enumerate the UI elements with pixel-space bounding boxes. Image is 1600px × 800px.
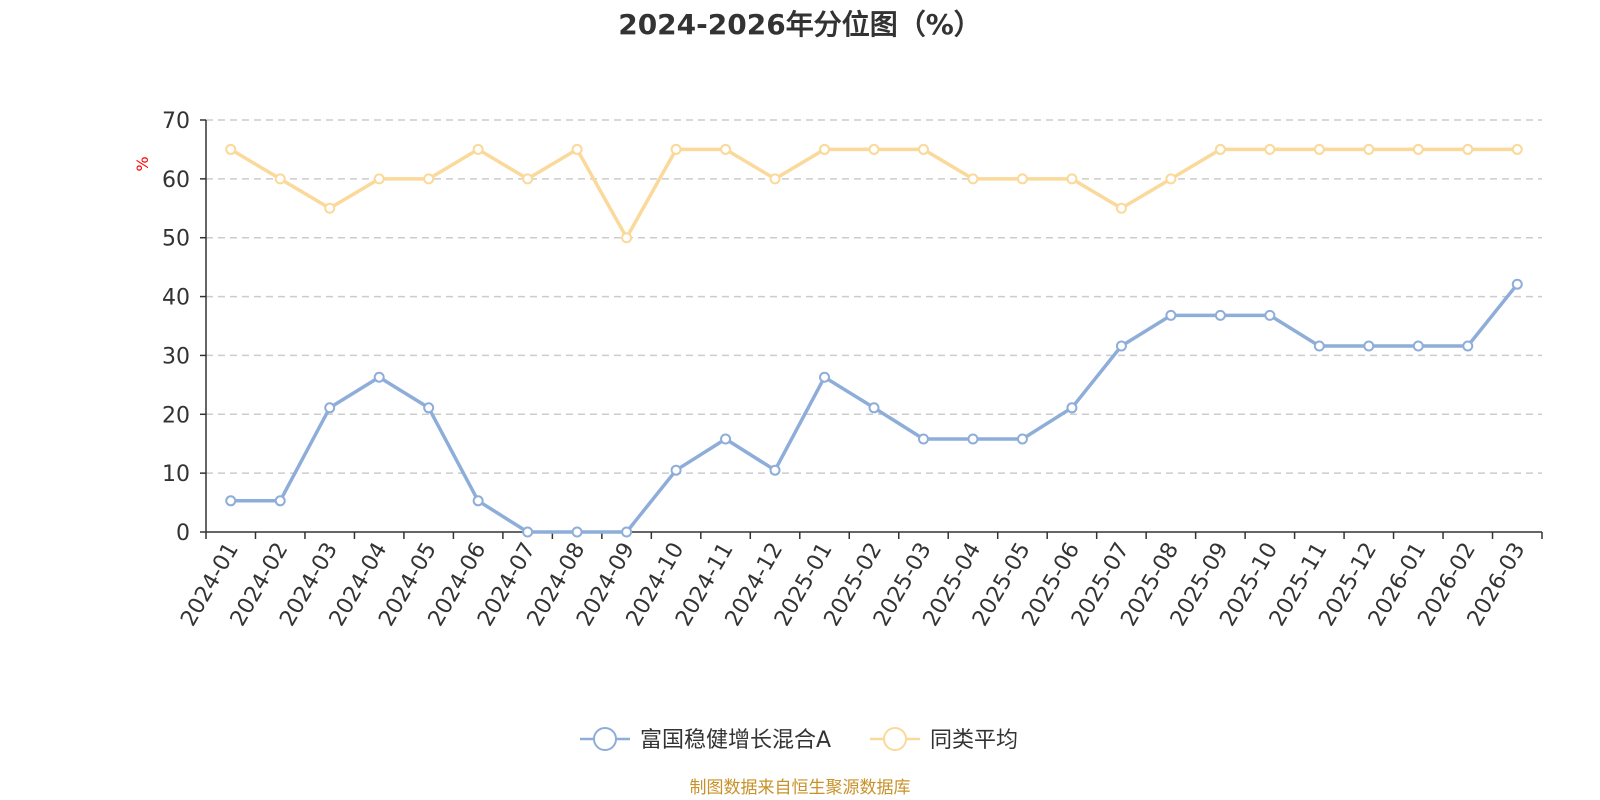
data-point[interactable]: [1363, 143, 1375, 155]
data-point[interactable]: [1016, 433, 1028, 445]
data-source-note: 制图数据来自恒生聚源数据库: [690, 778, 911, 798]
data-point[interactable]: [967, 173, 979, 185]
data-point[interactable]: [670, 143, 682, 155]
data-point[interactable]: [1412, 340, 1424, 352]
data-point[interactable]: [769, 464, 781, 476]
data-point[interactable]: [868, 402, 880, 414]
data-point[interactable]: [225, 495, 237, 507]
data-point[interactable]: [1412, 143, 1424, 155]
data-point[interactable]: [1264, 309, 1276, 321]
y-tick-label: 60: [162, 168, 190, 193]
data-point[interactable]: [819, 371, 831, 383]
data-point[interactable]: [621, 526, 633, 538]
y-tick-label: 20: [162, 403, 190, 428]
data-point[interactable]: [1511, 143, 1523, 155]
data-point[interactable]: [522, 526, 534, 538]
series-2: [225, 143, 1523, 244]
data-point[interactable]: [1066, 173, 1078, 185]
data-point[interactable]: [423, 402, 435, 414]
series-1: [225, 278, 1523, 538]
data-point[interactable]: [720, 143, 732, 155]
data-point[interactable]: [1462, 143, 1474, 155]
data-point[interactable]: [274, 173, 286, 185]
data-point[interactable]: [472, 495, 484, 507]
y-tick-label: 10: [162, 462, 190, 487]
y-tick-label: 0: [176, 521, 190, 546]
data-point[interactable]: [917, 433, 929, 445]
data-point[interactable]: [670, 464, 682, 476]
data-point[interactable]: [621, 232, 633, 244]
data-point[interactable]: [571, 526, 583, 538]
data-point[interactable]: [917, 143, 929, 155]
data-point[interactable]: [225, 143, 237, 155]
data-point[interactable]: [423, 173, 435, 185]
data-point[interactable]: [1165, 173, 1177, 185]
data-point[interactable]: [1264, 143, 1276, 155]
data-point[interactable]: [868, 143, 880, 155]
data-point[interactable]: [769, 173, 781, 185]
grid-lines: [206, 119, 1542, 474]
data-point[interactable]: [967, 433, 979, 445]
data-point[interactable]: [1511, 278, 1523, 290]
y-tick-label: 70: [162, 109, 190, 134]
axes: 0102030405060702024-012024-022024-032024…: [162, 109, 1543, 631]
series-line: [228, 147, 1520, 240]
data-point[interactable]: [373, 173, 385, 185]
data-point[interactable]: [274, 495, 286, 507]
y-axis-unit-label: %: [133, 156, 152, 171]
data-point[interactable]: [1165, 309, 1177, 321]
y-tick-label: 30: [162, 344, 190, 369]
legend-label: 富国稳健增长混合A: [640, 728, 831, 753]
data-point[interactable]: [1313, 340, 1325, 352]
legend-label: 同类平均: [930, 728, 1018, 753]
legend-item[interactable]: 富国稳健增长混合A: [580, 727, 831, 753]
data-point[interactable]: [1363, 340, 1375, 352]
legend-circle-marker: [883, 727, 907, 751]
data-point[interactable]: [720, 433, 732, 445]
data-point[interactable]: [1214, 309, 1226, 321]
data-point[interactable]: [522, 173, 534, 185]
legend[interactable]: 富国稳健增长混合A 同类平均: [580, 727, 1018, 753]
data-point[interactable]: [819, 143, 831, 155]
data-point[interactable]: [1115, 202, 1127, 214]
data-point[interactable]: [324, 402, 336, 414]
series-lines: [225, 143, 1523, 538]
data-point[interactable]: [373, 371, 385, 383]
y-tick-label: 40: [162, 286, 190, 311]
legend-circle-marker: [593, 727, 617, 751]
data-point[interactable]: [1115, 340, 1127, 352]
data-point[interactable]: [1016, 173, 1028, 185]
data-point[interactable]: [324, 202, 336, 214]
data-point[interactable]: [1214, 143, 1226, 155]
data-point[interactable]: [1462, 340, 1474, 352]
y-tick-label: 50: [162, 227, 190, 252]
chart-title: 2024-2026年分位图（%）: [618, 8, 982, 41]
data-point[interactable]: [472, 143, 484, 155]
data-point[interactable]: [571, 143, 583, 155]
legend-item[interactable]: 同类平均: [870, 727, 1018, 753]
data-point[interactable]: [1313, 143, 1325, 155]
data-point[interactable]: [1066, 402, 1078, 414]
